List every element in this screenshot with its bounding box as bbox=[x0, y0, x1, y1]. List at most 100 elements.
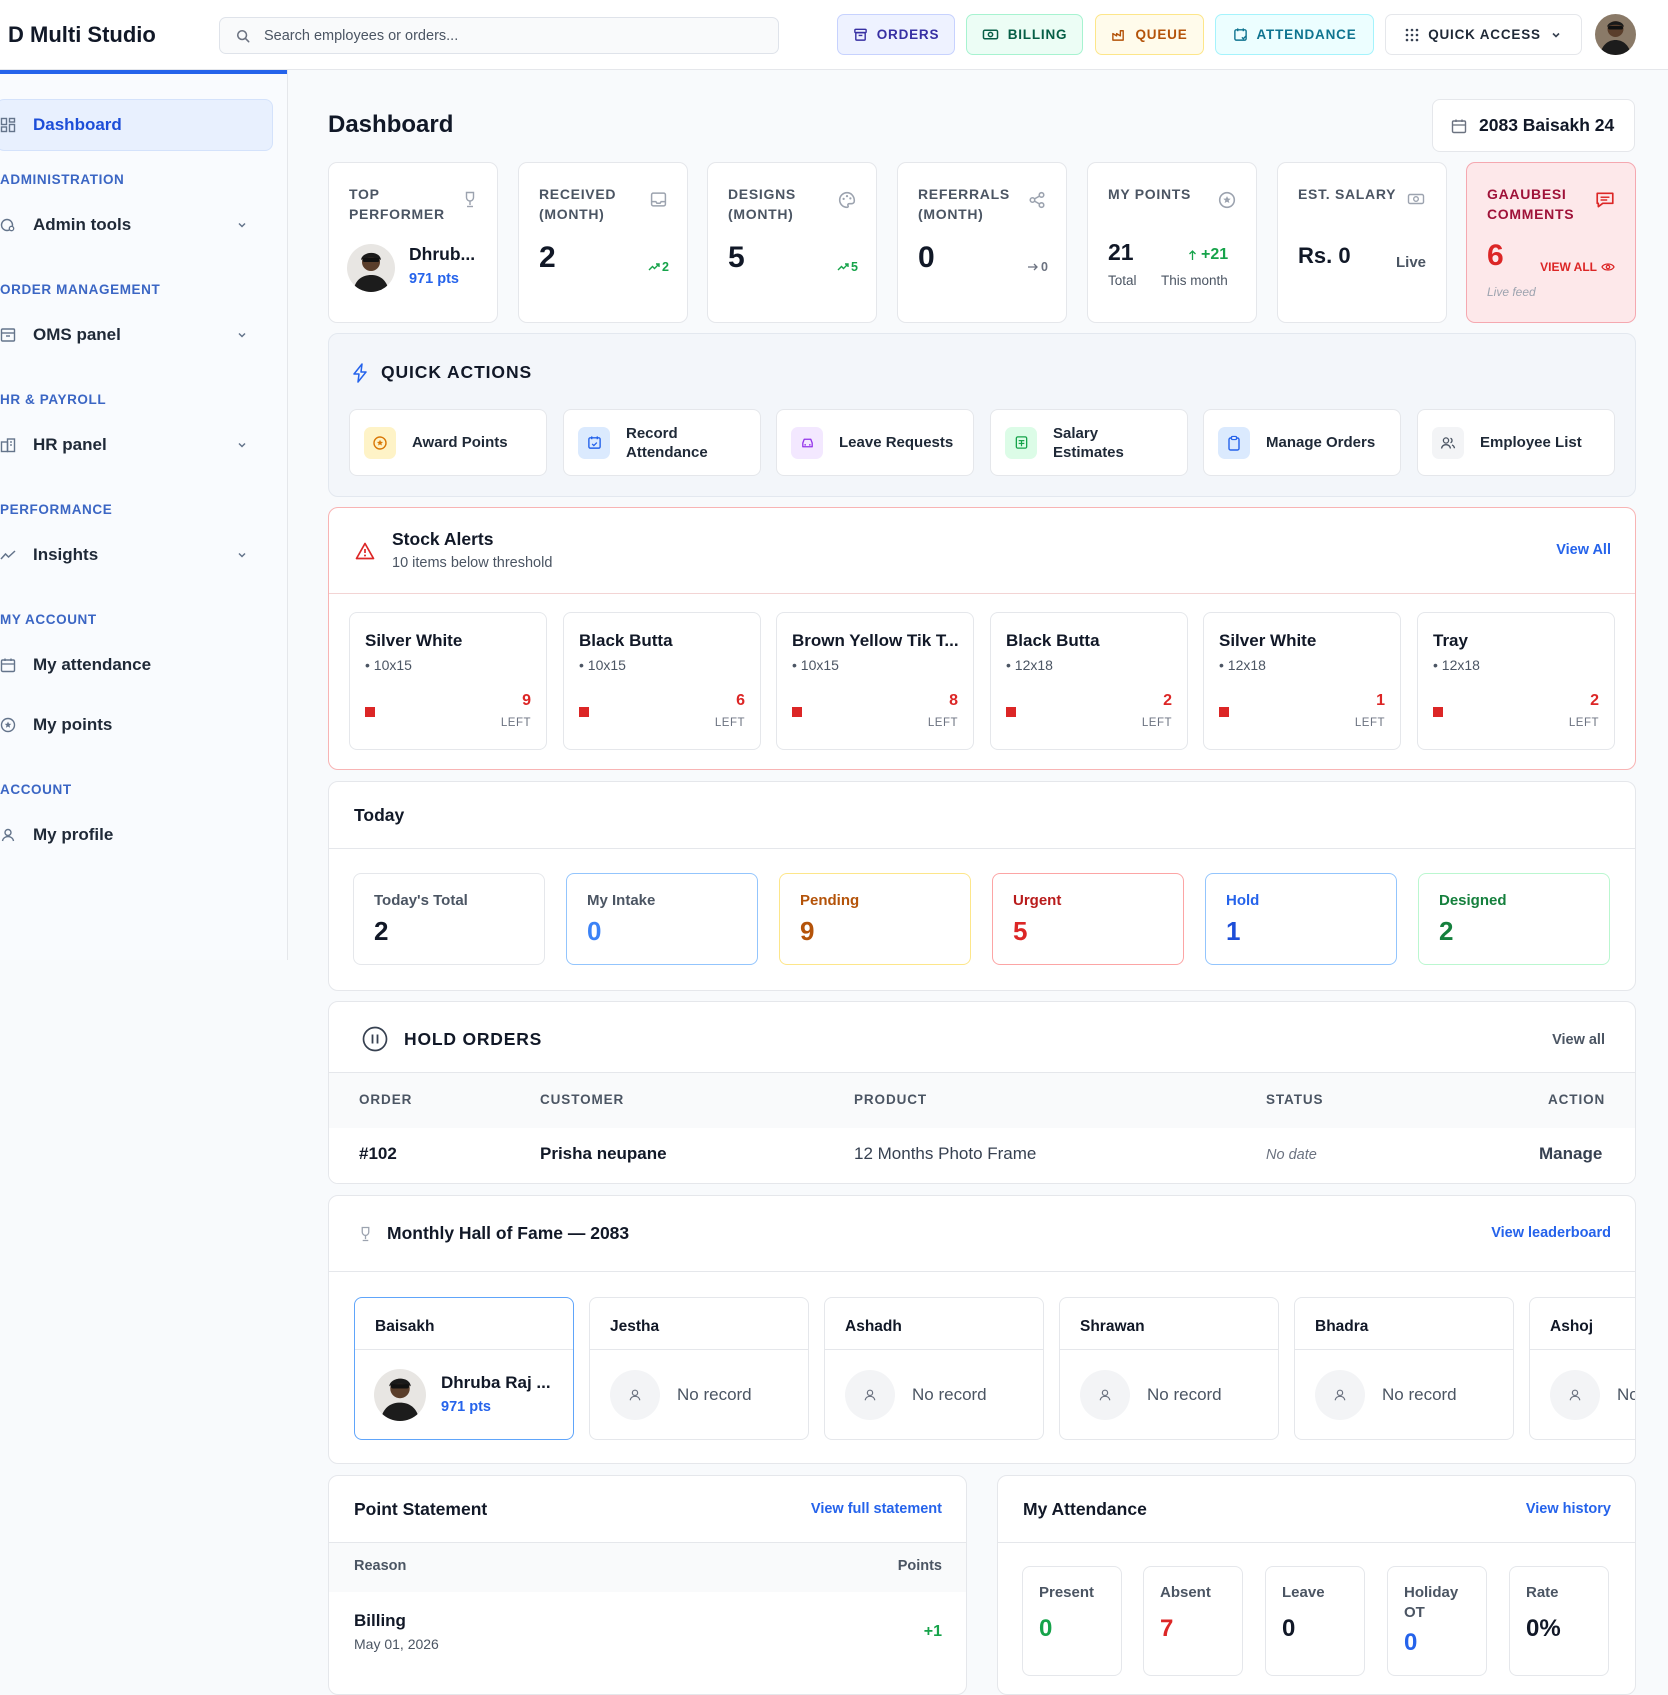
my-points-total-label: Total bbox=[1108, 273, 1137, 288]
arrow-right-icon bbox=[1027, 262, 1039, 272]
palette-icon bbox=[838, 191, 856, 209]
month-card-shrawan[interactable]: Shrawan No record bbox=[1059, 1297, 1279, 1440]
my-points-delta-value: +21 bbox=[1201, 246, 1229, 263]
manage-orders-button[interactable]: Manage Orders bbox=[1203, 409, 1401, 476]
attendance-value: 7 bbox=[1160, 1615, 1174, 1642]
award-points-button[interactable]: Award Points bbox=[349, 409, 547, 476]
stat-value: 5 bbox=[728, 241, 745, 274]
stock-item-card[interactable]: Black Butta • 10x15 6 LEFT bbox=[563, 612, 761, 750]
stock-item-card[interactable]: Tray • 12x18 2 LEFT bbox=[1417, 612, 1615, 750]
hold-box[interactable]: Hold 1 bbox=[1205, 873, 1397, 965]
stat-trend: 0 bbox=[1027, 260, 1048, 274]
attendance-button[interactable]: ATTENDANCE bbox=[1215, 14, 1374, 55]
attendance-present-box[interactable]: Present 0 bbox=[1022, 1566, 1122, 1676]
view-history-link[interactable]: View history bbox=[1525, 1501, 1611, 1517]
stat-referrals[interactable]: REFERRALS (MONTH) 0 0 bbox=[897, 162, 1067, 323]
manage-order-link[interactable]: Manage bbox=[1539, 1144, 1603, 1163]
billing-label: BILLING bbox=[1007, 27, 1068, 42]
month-card-baisakh[interactable]: Baisakh Dhruba Raj ... 971 pts bbox=[354, 1297, 574, 1440]
view-full-statement-link[interactable]: View full statement bbox=[810, 1501, 942, 1517]
search-input[interactable] bbox=[264, 27, 744, 44]
user-placeholder-icon bbox=[1080, 1370, 1130, 1420]
urgent-box[interactable]: Urgent 5 bbox=[992, 873, 1184, 965]
hold-orders-view-all[interactable]: View all bbox=[1552, 1032, 1605, 1048]
no-record-text: No record bbox=[1617, 1385, 1635, 1404]
stat-my-points[interactable]: MY POINTS 21 Total +21 This month bbox=[1087, 162, 1257, 323]
month-name: Ashadh bbox=[825, 1298, 1043, 1350]
salary-estimates-button[interactable]: Salary Estimates bbox=[990, 409, 1188, 476]
column-header-reason: Reason bbox=[354, 1558, 407, 1574]
sidebar-item-hr-panel[interactable]: HR panel bbox=[0, 430, 262, 460]
sidebar-item-admin-tools[interactable]: Admin tools bbox=[0, 210, 262, 240]
no-record-text: No record bbox=[677, 1385, 752, 1404]
table-row[interactable] bbox=[329, 1128, 1635, 1183]
attendance-holiday-ot-box[interactable]: Holiday OT 0 bbox=[1387, 1566, 1487, 1676]
inbox-icon bbox=[650, 191, 667, 208]
search-bar[interactable] bbox=[219, 17, 779, 54]
stat-top-performer[interactable]: TOP PERFORMER Dhrub... 971 pts bbox=[328, 162, 498, 323]
comments-count: 6 bbox=[1487, 239, 1504, 272]
search-icon bbox=[236, 29, 250, 43]
stock-left-label: LEFT bbox=[714, 717, 745, 729]
quick-access-label: QUICK ACCESS bbox=[1428, 27, 1541, 42]
comments-view-all[interactable]: VIEW ALL bbox=[1540, 260, 1615, 274]
sidebar-item-my-attendance[interactable]: My attendance bbox=[0, 650, 262, 680]
employee-list-label: Employee List bbox=[1480, 434, 1582, 451]
user-avatar[interactable] bbox=[1595, 14, 1636, 55]
sidebar-item-my-profile[interactable]: My profile bbox=[0, 820, 262, 850]
trophy-icon bbox=[463, 191, 477, 209]
leave-requests-button[interactable]: Leave Requests bbox=[776, 409, 974, 476]
order-id[interactable]: #102 bbox=[359, 1144, 397, 1163]
pending-box[interactable]: Pending 9 bbox=[779, 873, 971, 965]
stock-left-label: LEFT bbox=[500, 717, 531, 729]
stock-item-card[interactable]: Silver White • 10x15 9 LEFT bbox=[349, 612, 547, 750]
column-header-status: STATUS bbox=[1266, 1092, 1324, 1107]
stock-item-card[interactable]: Silver White • 12x18 1 LEFT bbox=[1203, 612, 1401, 750]
stat-gaaubesi-comments[interactable]: GAAUBESI COMMENTS 6 VIEW ALL Live feed bbox=[1466, 162, 1636, 323]
stat-designs[interactable]: DESIGNS (MONTH) 5 5 bbox=[707, 162, 877, 323]
quick-access-dropdown[interactable]: QUICK ACCESS bbox=[1385, 14, 1582, 55]
attendance-absent-box[interactable]: Absent 7 bbox=[1143, 1566, 1243, 1676]
point-statement-title: Point Statement bbox=[354, 1499, 488, 1519]
sidebar-label-my-points: My points bbox=[33, 715, 113, 734]
my-intake-box[interactable]: My Intake 0 bbox=[566, 873, 758, 965]
calendar-check-icon bbox=[1233, 27, 1248, 42]
sidebar-item-my-points[interactable]: My points bbox=[0, 710, 262, 740]
designed-box[interactable]: Designed 2 bbox=[1418, 873, 1610, 965]
sidebar: Dashboard ADMINISTRATION Admin tools ORD… bbox=[0, 70, 288, 960]
stat-received[interactable]: RECEIVED (MONTH) 2 2 bbox=[518, 162, 688, 323]
employee-list-button[interactable]: Employee List bbox=[1417, 409, 1615, 476]
sidebar-item-oms-panel[interactable]: OMS panel bbox=[0, 320, 262, 350]
sidebar-item-dashboard[interactable] bbox=[0, 99, 273, 151]
month-card-bhadra[interactable]: Bhadra No record bbox=[1294, 1297, 1514, 1440]
date-display[interactable]: 2083 Baisakh 24 bbox=[1432, 99, 1635, 152]
attendance-leave-box[interactable]: Leave 0 bbox=[1265, 1566, 1365, 1676]
orders-button[interactable]: ORDERS bbox=[837, 14, 955, 55]
queue-button[interactable]: QUEUE bbox=[1095, 14, 1204, 55]
stock-alerts-view-all[interactable]: View All bbox=[1556, 542, 1611, 558]
stock-item-card[interactable]: Black Butta • 12x18 2 LEFT bbox=[990, 612, 1188, 750]
view-leaderboard-link[interactable]: View leaderboard bbox=[1491, 1225, 1611, 1241]
calendar-icon bbox=[1451, 118, 1467, 134]
money-icon bbox=[1406, 191, 1426, 207]
section-hr-payroll: HR & PAYROLL bbox=[0, 392, 107, 407]
today-box-label: Hold bbox=[1226, 892, 1260, 909]
month-card-ashoj[interactable]: Ashoj No record bbox=[1529, 1297, 1635, 1440]
app-title[interactable]: D Multi Studio bbox=[8, 22, 156, 47]
today-total-box[interactable]: Today's Total 2 bbox=[353, 873, 545, 965]
sidebar-item-insights[interactable]: Insights bbox=[0, 540, 262, 570]
comments-feed-label: Live feed bbox=[1487, 285, 1536, 299]
stock-item-card[interactable]: Brown Yellow Tik T... • 10x15 8 LEFT bbox=[776, 612, 974, 750]
today-box-value: 2 bbox=[1439, 916, 1454, 946]
hall-of-fame-card: Monthly Hall of Fame — 2083 View leaderb… bbox=[328, 1195, 1636, 1464]
stock-left-label: LEFT bbox=[1354, 717, 1385, 729]
billing-button[interactable]: BILLING bbox=[966, 14, 1083, 55]
month-card-ashadh[interactable]: Ashadh No record bbox=[824, 1297, 1044, 1440]
sidebar-item-dashboard-row[interactable]: Dashboard bbox=[0, 110, 262, 140]
sidebar-label-hr-panel: HR panel bbox=[33, 435, 107, 454]
divider bbox=[998, 1542, 1635, 1543]
month-card-jestha[interactable]: Jestha No record bbox=[589, 1297, 809, 1440]
attendance-rate-box[interactable]: Rate 0% bbox=[1509, 1566, 1609, 1676]
stat-est-salary[interactable]: EST. SALARY Rs. 0 Live bbox=[1277, 162, 1447, 323]
record-attendance-button[interactable]: Record Attendance bbox=[563, 409, 761, 476]
